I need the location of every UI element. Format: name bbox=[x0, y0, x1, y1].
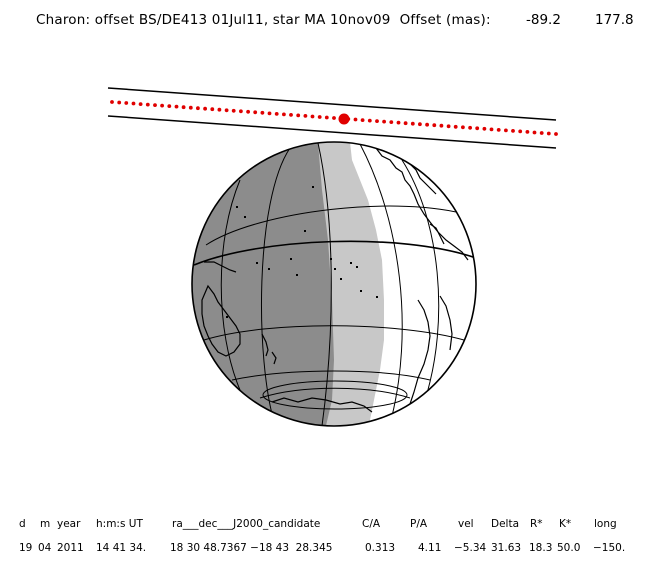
track-dot bbox=[317, 115, 322, 119]
track-dot bbox=[282, 112, 286, 117]
col-header-ca: C/A bbox=[362, 518, 381, 530]
track-dot bbox=[217, 107, 222, 112]
track-dot bbox=[181, 105, 186, 110]
track-dot bbox=[303, 114, 308, 118]
offset-y-value: 177.8 bbox=[595, 12, 634, 28]
track-dot bbox=[360, 118, 365, 122]
track-dot bbox=[310, 114, 315, 119]
track-dot bbox=[110, 100, 114, 104]
track-dot bbox=[324, 115, 329, 120]
track-dot bbox=[496, 127, 501, 132]
col-header-month: m bbox=[40, 518, 51, 530]
value-delta: 31.63 bbox=[491, 542, 522, 554]
track-dot bbox=[367, 118, 372, 123]
track-dot bbox=[382, 119, 386, 124]
shadow-centerline-track bbox=[110, 100, 558, 136]
col-header-delta: Delta bbox=[491, 518, 520, 530]
track-dot bbox=[253, 110, 258, 115]
track-dot bbox=[482, 126, 487, 131]
track-dot bbox=[160, 103, 165, 108]
track-dot bbox=[267, 111, 272, 116]
track-dot bbox=[511, 129, 515, 133]
track-dot bbox=[239, 109, 243, 114]
track-dot bbox=[468, 125, 472, 130]
track-dot bbox=[289, 113, 293, 117]
value-vel: −5.34 bbox=[454, 542, 487, 554]
track-dot bbox=[124, 101, 129, 105]
track-dot bbox=[475, 126, 480, 131]
track-dot bbox=[403, 121, 408, 126]
value-long: −150. bbox=[593, 542, 626, 554]
col-header-vel: vel bbox=[458, 518, 474, 530]
col-header-pa: P/A bbox=[410, 518, 428, 530]
track-dot bbox=[145, 102, 150, 107]
track-dot bbox=[353, 117, 358, 122]
col-header-time: h:m:s UT bbox=[96, 518, 143, 530]
offset-x-value: -89.2 bbox=[526, 12, 561, 28]
shadow-north-limit bbox=[107, 87, 557, 121]
value-month: 04 bbox=[38, 542, 52, 554]
value-year: 2011 bbox=[57, 542, 84, 554]
track-dot bbox=[446, 124, 451, 129]
value-day: 19 bbox=[19, 542, 33, 554]
value-kstar: 50.0 bbox=[557, 542, 581, 554]
track-dot bbox=[425, 122, 429, 127]
track-dot bbox=[174, 104, 179, 109]
track-dot bbox=[389, 120, 394, 124]
value-coords: 18 30 48.7367 −18 43 28.345 bbox=[170, 542, 333, 554]
track-dot bbox=[525, 130, 530, 134]
value-rstar: 18.3 bbox=[529, 542, 553, 554]
track-dot bbox=[296, 113, 301, 118]
track-dot bbox=[489, 127, 494, 132]
track-dot bbox=[231, 108, 236, 113]
track-dot bbox=[461, 125, 465, 130]
value-time: 14 41 34. bbox=[96, 542, 147, 554]
track-dot bbox=[224, 108, 229, 113]
graticule bbox=[193, 142, 476, 426]
track-dot bbox=[554, 132, 558, 136]
track-dot bbox=[418, 122, 422, 127]
globe-day-side bbox=[350, 142, 476, 426]
track-dot bbox=[203, 106, 208, 111]
col-header-long: long bbox=[594, 518, 617, 530]
col-header-day: d bbox=[19, 518, 26, 530]
track-dot bbox=[260, 110, 265, 115]
col-header-rstar: R* bbox=[530, 518, 543, 530]
track-dot bbox=[453, 124, 458, 129]
col-header-kstar: K* bbox=[559, 518, 572, 530]
track-dot bbox=[396, 120, 401, 125]
track-dot bbox=[153, 103, 157, 107]
value-pa: 4.11 bbox=[418, 542, 442, 554]
track-dot bbox=[117, 100, 122, 105]
track-dot bbox=[518, 129, 523, 134]
track-dot bbox=[504, 128, 508, 133]
track-dot bbox=[532, 130, 537, 135]
col-header-year: year bbox=[57, 518, 81, 530]
track-dot bbox=[274, 112, 279, 116]
track-dot bbox=[131, 101, 136, 106]
track-dot bbox=[375, 119, 379, 123]
track-dot bbox=[210, 107, 215, 112]
track-dot bbox=[246, 109, 251, 114]
value-ca: 0.313 bbox=[365, 542, 396, 554]
island-dots bbox=[226, 186, 378, 318]
track-dot bbox=[546, 131, 551, 136]
col-header-coords: ra___dec___J2000_candidate bbox=[172, 518, 321, 530]
track-dot bbox=[138, 102, 143, 106]
figure-title: Charon: offset BS/DE413 01Jul11, star MA… bbox=[36, 12, 491, 28]
track-dot bbox=[196, 106, 200, 111]
track-dot bbox=[332, 116, 336, 120]
track-dot bbox=[439, 123, 444, 128]
track-dot bbox=[410, 121, 415, 126]
shadow-south-limit bbox=[107, 115, 557, 149]
track-dot bbox=[167, 104, 172, 108]
track-dot bbox=[188, 105, 193, 110]
track-dot bbox=[539, 131, 544, 135]
closest-approach-marker bbox=[338, 113, 350, 125]
track-dot bbox=[432, 123, 437, 128]
globe-outline bbox=[191, 141, 477, 427]
